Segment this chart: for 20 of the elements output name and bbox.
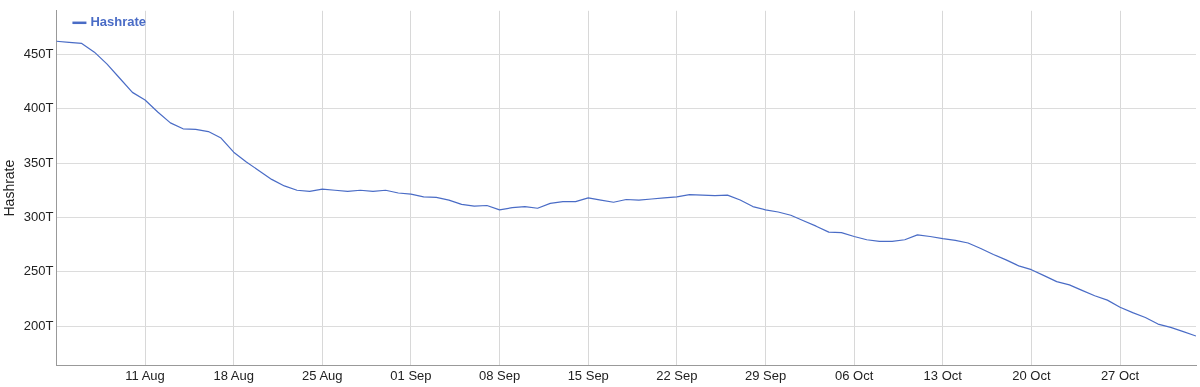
- x-tick-label: 01 Sep: [390, 367, 432, 383]
- x-tick-label: 13 Oct: [923, 367, 963, 383]
- y-tick-label: 350T: [23, 154, 54, 170]
- y-axis-title: Hashrate: [1, 159, 18, 217]
- x-tick-label: 27 Oct: [1100, 367, 1140, 383]
- x-tick-label: 29 Sep: [744, 367, 787, 383]
- x-tick-label: 18 Aug: [213, 367, 254, 383]
- x-tick-label: 06 Oct: [834, 367, 874, 383]
- x-tick-label: 25 Aug: [302, 367, 343, 383]
- y-tick-label: 300T: [23, 209, 54, 225]
- x-tick-label: 15 Sep: [567, 367, 609, 383]
- y-tick-label: 450T: [23, 45, 54, 61]
- y-tick-label: 400T: [23, 100, 54, 116]
- legend-label: Hashrate: [90, 14, 147, 30]
- y-tick-label: 200T: [23, 317, 54, 333]
- x-tick-label: 22 Sep: [656, 367, 698, 383]
- y-tick-label: 250T: [23, 263, 54, 279]
- x-tick-label: 08 Sep: [479, 367, 521, 383]
- x-tick-label: 11 Aug: [125, 367, 165, 383]
- x-tick-label: 20 Oct: [1012, 367, 1051, 383]
